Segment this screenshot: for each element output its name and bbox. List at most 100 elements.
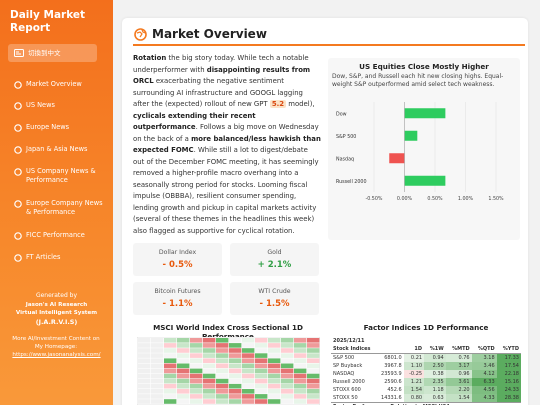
table-row: 2025/12/11 (331, 337, 521, 345)
nav-item[interactable]: FT Articles (8, 253, 108, 262)
heatmap-cell (281, 343, 294, 348)
heatmap-cell (242, 363, 255, 369)
text: the big story today. While tech a notabl… (133, 54, 309, 74)
heatmap-cell (164, 378, 177, 384)
heatmap-cell (255, 353, 268, 358)
table-cell: 6.33 (471, 378, 497, 386)
heatmap-cell (138, 353, 151, 358)
nav-item[interactable]: FICC Performance (8, 231, 108, 240)
heatmap-cell (229, 348, 242, 353)
heatmap-cell (138, 358, 151, 363)
table-cell: 0.80 (403, 394, 425, 403)
heatmap-cell (281, 399, 294, 404)
heatmap-cell (255, 383, 268, 389)
metric-label: Gold (267, 249, 282, 256)
nav-label: FICC Performance (26, 231, 85, 239)
metric-label: Dollar Index (158, 249, 197, 256)
heatmap-cell (216, 353, 229, 358)
msci-heatmap (137, 337, 320, 405)
heatmap-cell (255, 338, 268, 343)
heatmap-cell (242, 378, 255, 384)
nav-icon (14, 168, 22, 176)
table-cell: 23593.9 (381, 371, 402, 377)
heatmap-cell (164, 353, 177, 358)
language-icon (14, 49, 24, 57)
bar (404, 175, 446, 186)
nav-label: US Company News & Performance (26, 167, 96, 184)
heatmap-cell (242, 353, 255, 358)
heatmap-cell (307, 389, 320, 394)
icon-shape (14, 81, 22, 89)
x-tick-label: 0.50% (427, 196, 443, 202)
heatmap-cell (190, 399, 203, 404)
icon-shape (14, 124, 22, 132)
heatmap-cell (190, 383, 203, 389)
chart-title: US Equities Close Mostly Higher (359, 62, 489, 71)
heatmap-cell (164, 383, 177, 389)
heatmap-cell (138, 389, 151, 394)
heatmap-cell (268, 338, 281, 343)
footer-link[interactable]: https://www.jasonanalysis.com/ (12, 352, 101, 358)
footer-acronym: (J.A.R.V.I.S) (35, 318, 78, 326)
nav-item[interactable]: US Company News & Performance (8, 167, 108, 185)
heatmap-cell (281, 363, 294, 369)
heatmap-cell (177, 348, 190, 353)
nav-icon (14, 124, 22, 132)
heatmap-cell (203, 348, 216, 353)
table-cell: 17.33 (496, 353, 521, 362)
metric-card: Dollar Index - 0.5% (133, 243, 222, 276)
heatmap-cell (268, 383, 281, 389)
heatmap-cell (151, 348, 164, 353)
heatmap-cell (255, 368, 268, 374)
metric-label: WTI Crude (258, 288, 291, 295)
x-tick-label: 1.00% (458, 196, 474, 202)
heatmap-cell (242, 358, 255, 363)
table-cell: 3.46 (471, 362, 497, 370)
table-row: NASDAQ 23593.9 -0.25 0.38 0.96 4.12 22.18 (331, 370, 521, 378)
factor-table: 2025/12/11 Stock Indices 1D %1W %MTD %QTD %YTD… (331, 337, 521, 405)
heatmap-cell (164, 348, 177, 353)
heatmap-cell (229, 343, 242, 348)
footer-system: Virtual Intelligent System (15, 310, 98, 316)
metric-value: - 1.5% (259, 299, 290, 309)
heatmap-cell (307, 399, 320, 404)
heatmap-cell (294, 399, 307, 404)
nav-item[interactable]: Market Overview (8, 80, 108, 89)
heatmap-cell (164, 394, 177, 399)
column-header: 1D (414, 346, 423, 352)
heatmap-cell (216, 368, 229, 374)
heatmap-cell (294, 378, 307, 384)
nav-item[interactable]: Japan & Asia News (8, 145, 108, 154)
heatmap-cell (255, 343, 268, 348)
heatmap-cell (307, 348, 320, 353)
heatmap-cell (151, 363, 164, 369)
heatmap-cell (229, 363, 242, 369)
heatmap-cell (138, 343, 151, 348)
table-cell: 4.56 (471, 386, 497, 394)
language-button[interactable]: 切換到中文 (8, 44, 97, 62)
row-label: Russell 2000 (333, 379, 365, 385)
heatmap-cell (203, 353, 216, 358)
table-row: SP Buyback 3967.8 1.10 2.50 3.17 3.46 17.54 (331, 362, 521, 370)
heatmap-cell (268, 348, 281, 353)
nav-item[interactable]: Europe Company News & Performance (8, 199, 108, 217)
table-row: STOXX 600 452.6 1.54 1.18 2.20 4.56 24.33 (331, 386, 521, 394)
nav-item[interactable]: US News (8, 101, 108, 110)
heatmap-cell (242, 348, 255, 353)
heatmap-cell (255, 363, 268, 369)
heatmap-cell (307, 358, 320, 363)
table-cell: 17.54 (496, 362, 521, 370)
heatmap-cell (294, 368, 307, 374)
nav-label: Market Overview (26, 80, 82, 88)
heatmap-cell (281, 368, 294, 374)
heatmap-cell (177, 378, 190, 384)
nav-item[interactable]: Europe News (8, 123, 108, 132)
heatmap-cell (255, 373, 268, 379)
heatmap-cell (177, 368, 190, 374)
metric-label: Bitcoin Futures (154, 288, 201, 295)
heatmap-cell (177, 383, 190, 389)
metric-value: + 2.1% (257, 260, 292, 270)
heatmap-cell (281, 353, 294, 358)
heatmap-cell (307, 373, 320, 379)
